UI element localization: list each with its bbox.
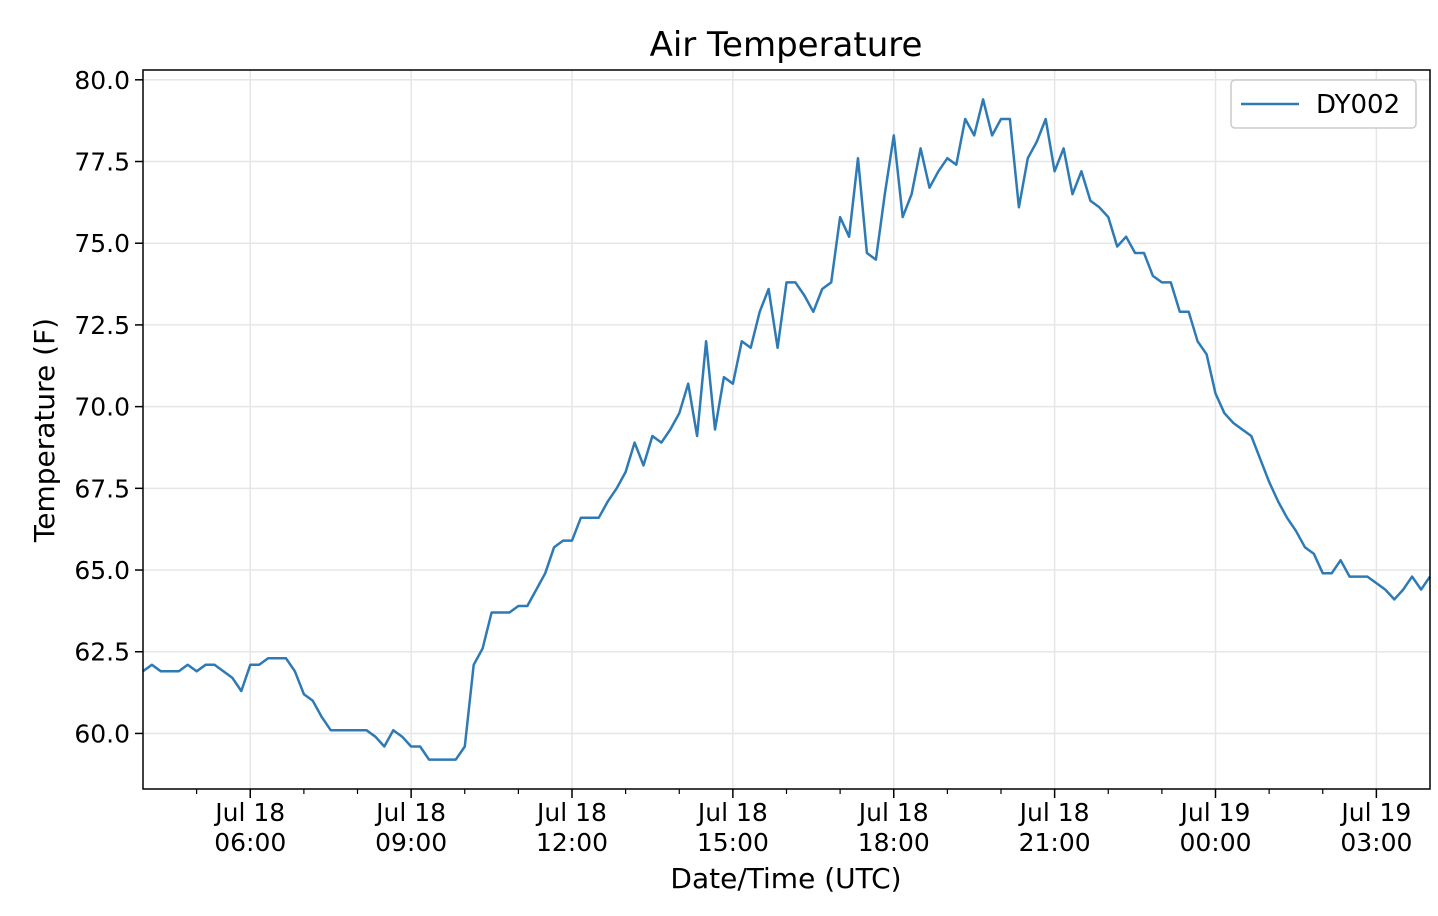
x-tick-label-time: 21:00 [1019,828,1091,857]
legend-box [1230,79,1417,129]
x-tick-label-date: Jul 18 [1018,798,1090,827]
x-tick-label-date: Jul 19 [1179,798,1251,827]
y-tick-label: 62.5 [74,638,130,667]
y-axis-ticks: 60.0 62.5 65.0 67.5 70.0 72.5 75.0 77.5 80.0 [74,66,143,748]
x-tick-label-time: 09:00 [375,828,447,857]
x-tick-label-time: 00:00 [1179,828,1251,857]
series-layer [142,98,1432,761]
series-line-dy002 [142,98,1432,761]
y-tick-label: 65.0 [74,556,130,585]
x-tick-label-date: Jul 18 [535,798,607,827]
legend-label: DY002 [1316,90,1400,120]
x-tick-label-time: 06:00 [214,828,286,857]
legend: DY002 [1230,79,1417,129]
x-tick-label-time: 12:00 [536,828,608,857]
x-tick-label-time: 15:00 [697,828,769,857]
y-tick-label: 72.5 [74,311,130,340]
y-tick-label: 75.0 [74,229,130,258]
x-tick-label-time: 18:00 [858,828,930,857]
y-tick-label: 77.5 [74,148,130,177]
x-tick-label-date: Jul 18 [213,798,285,827]
chart-title: Air Temperature [650,25,923,65]
x-tick-label-date: Jul 18 [374,798,446,827]
x-tick-label-date: Jul 18 [696,798,768,827]
y-tick-label: 60.0 [74,719,130,748]
y-tick-label: 80.0 [74,66,130,95]
x-tick-label-date: Jul 18 [857,798,929,827]
x-axis-label: Date/Time (UTC) [670,862,901,895]
y-tick-label: 70.0 [74,393,130,422]
x-tick-label-time: 03:00 [1340,828,1412,857]
grid-lines [143,70,1430,789]
x-tick-label-date: Jul 19 [1339,798,1411,827]
y-axis-label: Temperature (F) [28,318,61,543]
y-tick-label: 67.5 [74,474,130,503]
